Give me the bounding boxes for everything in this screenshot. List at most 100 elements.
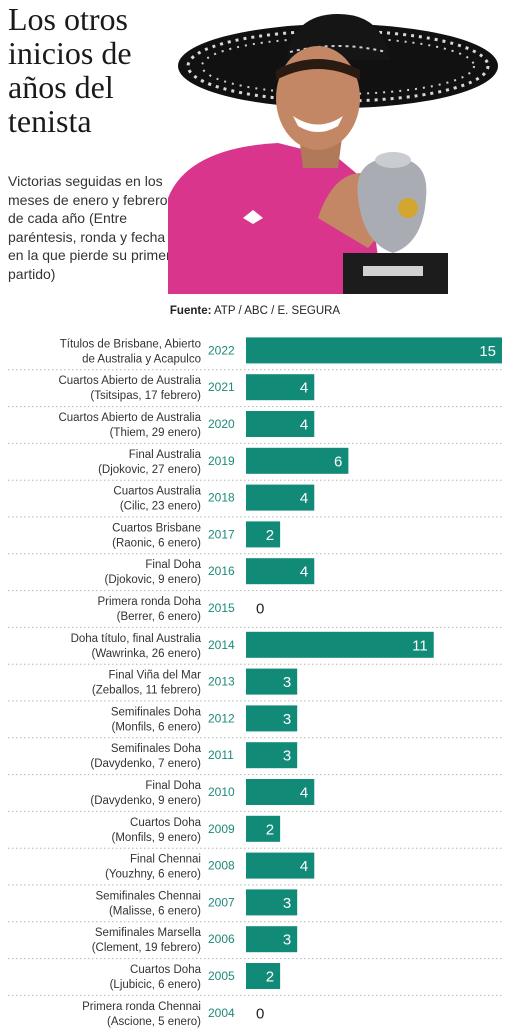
bar [246, 926, 298, 953]
row-label-line2: (Cilic, 23 enero) [120, 501, 201, 513]
value-label: 3 [283, 674, 291, 691]
year-label: 2018 [208, 491, 235, 505]
year-label: 2022 [208, 343, 235, 357]
value-label: 4 [300, 564, 308, 581]
row-label-line2: de Australia y Acapulco [82, 353, 201, 365]
value-label: 4 [300, 858, 308, 875]
value-label: 4 [300, 380, 308, 397]
row-label-line1: Títulos de Brisbane, Abierto [60, 338, 201, 350]
row-label-line1: Semifinales Marsella [95, 927, 202, 939]
source-label: Fuente: [169, 305, 212, 317]
row-label-line2: (Youzhny, 6 enero) [105, 869, 201, 881]
row-label-line1: Cuartos Brisbane [112, 522, 201, 534]
bar [246, 447, 349, 474]
value-label: 3 [283, 932, 291, 949]
row-label-line1: Cuartos Abierto de Australia [58, 375, 201, 387]
row-label-line2: (Zeballos, 11 febrero) [92, 685, 201, 697]
row-label-line1: Final Doha [145, 559, 201, 571]
row-label-line1: Final Doha [145, 780, 201, 792]
bar [246, 705, 298, 732]
player-photo [168, 8, 500, 294]
row-label-line2: (Davydenko, 7 enero) [90, 758, 201, 770]
bar [246, 668, 298, 695]
year-label: 2021 [208, 380, 235, 394]
bar [246, 337, 502, 364]
row-label-line2: (Djokovic, 27 enero) [98, 464, 201, 476]
year-label: 2016 [208, 564, 235, 578]
row-label-line1: Cuartos Doha [130, 964, 202, 976]
value-label: 2 [266, 969, 274, 986]
bar [246, 558, 315, 585]
row-label-line2: (Monfils, 9 enero) [112, 832, 202, 844]
year-label: 2013 [208, 675, 235, 689]
value-label: 2 [266, 821, 274, 838]
value-label: 2 [266, 527, 274, 544]
year-label: 2012 [208, 711, 235, 725]
bar [246, 963, 281, 989]
row-label-line1: Primera ronda Chennai [82, 1001, 201, 1013]
row-label-line1: Primera ronda Doha [97, 596, 201, 608]
row-label-line2: (Djokovic, 9 enero) [104, 574, 201, 586]
row-label-line2: (Wawrinka, 26 enero) [91, 648, 201, 660]
page-subtitle: Victorias seguidas en los meses de enero… [8, 173, 171, 282]
value-label: 3 [283, 711, 291, 728]
row-label-line1: Semifinales Doha [111, 706, 202, 718]
year-label: 2009 [208, 822, 235, 836]
value-label: 4 [300, 417, 308, 434]
row-label-line1: Cuartos Australia [113, 486, 201, 498]
year-label: 2007 [208, 895, 235, 909]
row-label-line1: Semifinales Doha [111, 743, 202, 755]
row-label-line2: (Monfils, 6 enero) [112, 721, 202, 733]
bar [246, 852, 315, 879]
row-label-line2: (Raonic, 6 enero) [112, 537, 201, 549]
value-label: 0 [256, 601, 264, 618]
year-label: 2010 [208, 785, 235, 799]
value-label: 4 [300, 490, 308, 507]
year-label: 2020 [208, 417, 235, 431]
value-label: 3 [283, 895, 291, 912]
bar [246, 631, 434, 658]
year-label: 2005 [208, 969, 235, 983]
row-label-line2: (Clement, 19 febrero) [92, 942, 201, 954]
value-label: 6 [334, 453, 342, 470]
year-label: 2006 [208, 932, 235, 946]
row-label-line1: Cuartos Doha [130, 817, 202, 829]
bar [246, 889, 298, 916]
row-label-line1: Final Australia [129, 449, 202, 461]
source-text: ATP / ABC / E. SEGURA [213, 305, 341, 317]
row-label-line1: Doha título, final Australia [71, 633, 202, 645]
year-label: 2011 [208, 748, 234, 762]
row-label-line2: (Tsitsipas, 17 febrero) [90, 390, 201, 402]
bar-chart: Títulos de Brisbane, Abierto de Australia… [8, 337, 502, 1028]
row-label-line2: (Thiem, 29 enero) [110, 427, 202, 439]
row-label-line2: (Ascione, 5 enero) [107, 1016, 201, 1028]
value-label: 11 [412, 637, 428, 654]
row-label-line1: Final Chennai [130, 854, 201, 866]
year-label: 2017 [208, 527, 235, 541]
bar [246, 374, 315, 401]
trophy [357, 158, 427, 253]
page-title: Los otros inicios de años del tenista [8, 1, 132, 139]
bar [246, 815, 281, 842]
year-label: 2014 [208, 638, 235, 652]
row-label-line2: (Malisse, 6 enero) [109, 905, 201, 917]
row-label-line2: (Ljubicic, 6 enero) [110, 979, 202, 991]
year-label: 2015 [208, 601, 235, 615]
row-label-line1: Final Viña del Mar [109, 670, 202, 682]
bar [246, 411, 315, 437]
bar [246, 779, 315, 805]
year-label: 2008 [208, 859, 235, 873]
value-label: 0 [256, 1005, 264, 1022]
value-label: 4 [300, 785, 308, 802]
bar [246, 484, 315, 511]
row-label-line2: (Davydenko, 9 enero) [90, 795, 201, 807]
row-label-line1: Cuartos Abierto de Australia [58, 412, 201, 424]
row-label-line2: (Berrer, 6 enero) [117, 611, 202, 623]
row-label-line1: Semifinales Chennai [96, 890, 201, 902]
pink-shirt [168, 143, 383, 294]
bar [246, 742, 298, 769]
value-label: 15 [479, 343, 496, 360]
bar [246, 521, 281, 548]
source-line: Fuente: ATP / ABC / E. SEGURA [0, 305, 510, 317]
year-label: 2019 [208, 454, 235, 468]
